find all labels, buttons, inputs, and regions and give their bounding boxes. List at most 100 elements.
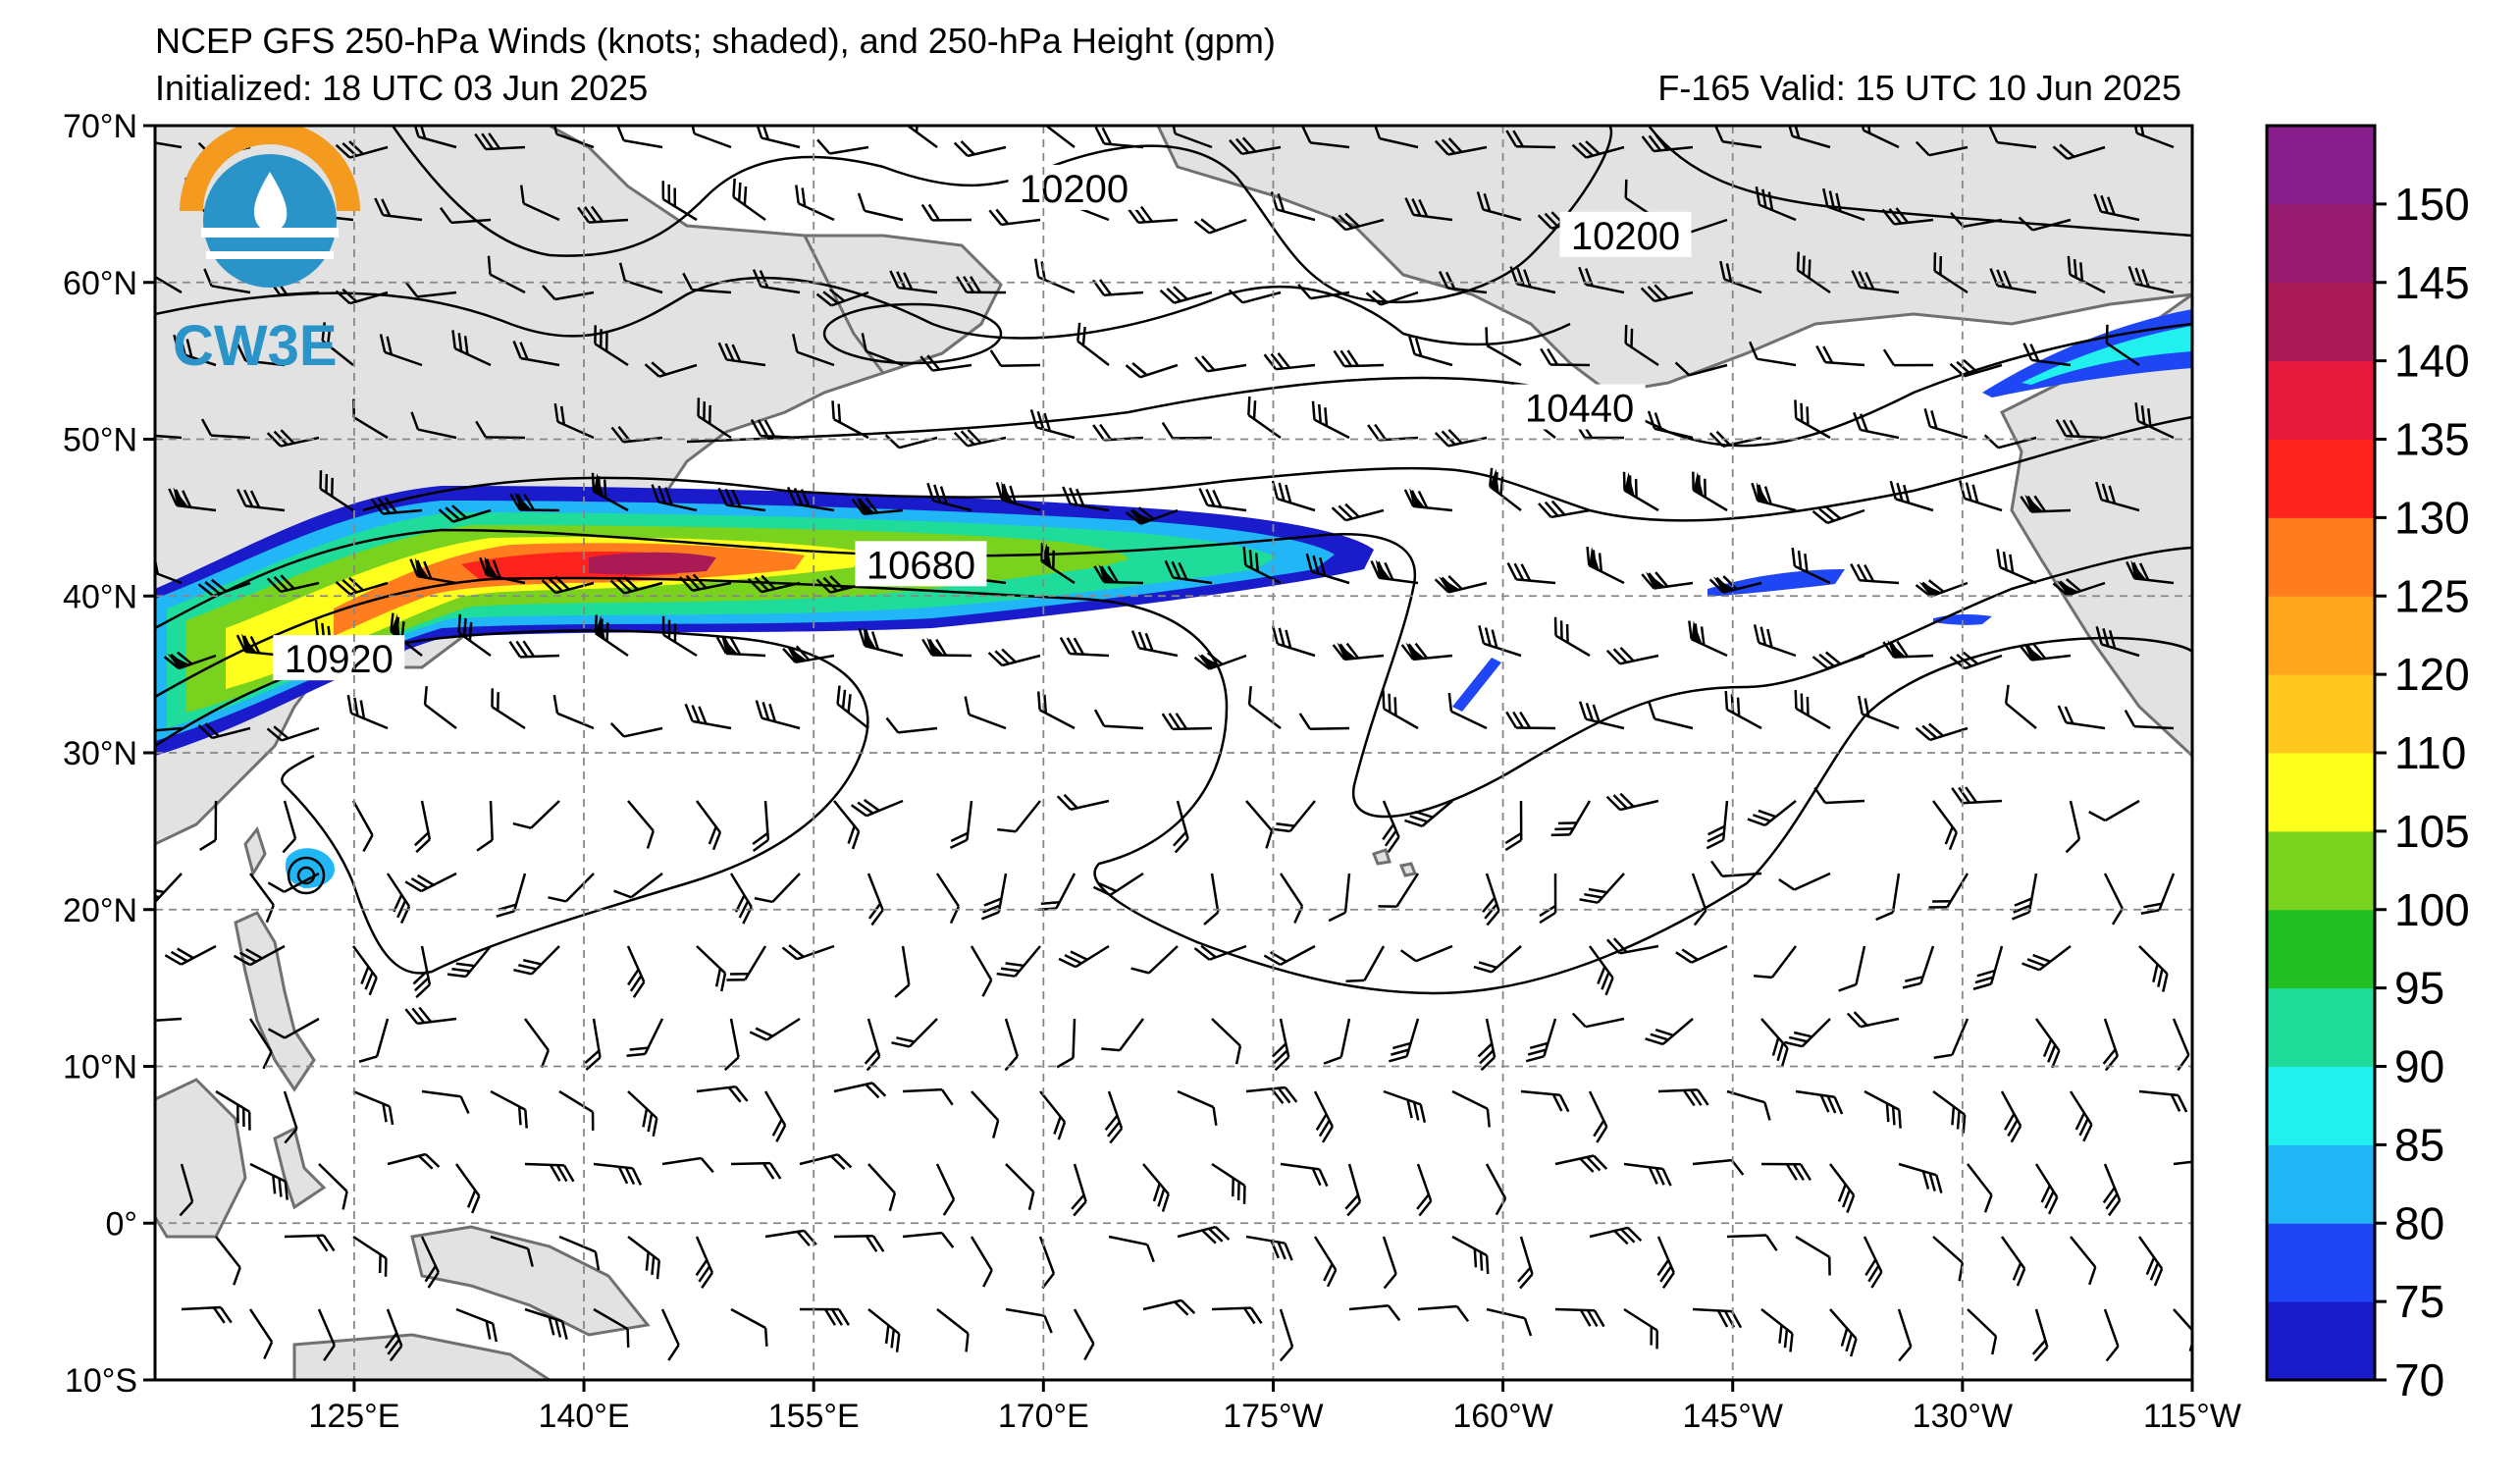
wind-barb-feather [451,330,456,349]
wind-barb-feather [1557,821,1577,825]
wind-barb-feather [594,325,597,344]
wind-barb-shaft [661,1156,702,1166]
wind-barb-shaft [1795,1235,1830,1258]
wind-barb-feather [714,968,722,987]
wind-barb-feather [2079,262,2084,282]
wind-barb-feather [2047,1196,2059,1215]
wind-barb-feather [1751,482,1759,502]
wind-barb-feather [1346,349,1360,367]
wind-barb-feather [1056,795,1072,811]
wind-barb-feather [1710,860,1724,877]
wind-barb-feather [1706,831,1725,843]
wind-barb-shaft [1279,1308,1294,1348]
wind-barb-feather [1092,885,1112,896]
wind-barb-feather [411,126,420,137]
wind-barb-feather [1203,911,1220,926]
wind-barb [1875,873,1901,922]
wind-barb [1092,872,1144,896]
wind-barb-feather [1605,649,1621,665]
wind-barb-shaft [1175,132,1213,149]
wind-barb-feather [1650,1326,1654,1346]
wind-barb-feather [2100,194,2109,214]
wind-barb [2070,1236,2097,1286]
wind-barb [1125,362,1179,379]
wind-barb-feather [761,574,776,590]
wind-barb-feather [1601,972,1610,990]
wind-barb [1967,1308,1998,1355]
wind-barb [1853,411,1900,440]
wind-barb-feather [965,1333,970,1352]
wind-barb [1305,553,1350,585]
wind-barb [850,798,904,818]
wind-barb [715,635,766,658]
wind-barb-feather [661,181,665,200]
wind-barb-feather [732,178,736,197]
wind-barb-feather [173,334,181,353]
wind-barb-shaft [1042,126,1076,148]
wind-barb [155,1017,183,1023]
wind-barb-feather [1792,1163,1805,1181]
wind-barb-feather [1791,547,1797,566]
wind-barb-feather [1902,484,1911,503]
wind-barb [1416,1163,1433,1217]
wind-barb-feather [1389,1055,1407,1063]
wind-barb [387,1152,441,1170]
wind-barb [1104,1090,1124,1144]
wind-barb-feather [1867,1265,1880,1283]
colorbar-segment [2267,596,2375,675]
wind-barb-feather [651,1255,656,1275]
wind-barb-feather [763,419,776,438]
wind-barb [1211,1306,1263,1325]
wind-barb-feather [1040,900,1060,905]
wind-barb-feather [136,891,155,909]
colorbar-segment [2267,909,2375,989]
wind-barb-feather [895,1333,901,1352]
wind-barb-feather [1271,1042,1287,1058]
wind-barb-feather [1547,347,1559,366]
wind-barb-feather [1648,701,1656,719]
wind-barb [421,1089,470,1114]
wind-barb-feather [2014,897,2032,907]
wind-barb [1059,636,1110,658]
wind-barb-feather [1208,1227,1224,1243]
wind-barb-feather [1923,408,1931,427]
wind-barb-shaft [155,567,183,585]
wind-barb-feather [1104,1114,1119,1132]
wind-barb [1142,1298,1196,1316]
wind-barb-feather [1172,830,1187,847]
wind-barb-shaft [1928,145,1969,157]
wind-barb-feather [1434,431,1449,448]
wind-barb [754,873,801,904]
wind-barb-feather [1858,271,1868,290]
wind-barb-feather [836,1153,853,1169]
wind-barb-feather [1263,954,1282,966]
wind-barb-feather [1101,127,1113,145]
wind-barb-feather [1248,550,1253,569]
wind-barb-feather [1715,430,1731,447]
wind-barb-feather [1181,1298,1196,1315]
wind-barb-feather [1811,656,1828,669]
wind-barb-feather [1315,1113,1328,1132]
wind-barb-feather [823,1308,837,1326]
wind-barb [1857,695,1900,730]
wind-barb-feather [2206,1159,2218,1176]
wind-barb-feather [1035,105,1053,124]
wind-barb-feather [1384,561,1394,581]
wind-barb-feather [2042,1038,2053,1058]
wind-barb [1760,1018,1789,1067]
wind-barb [1829,1308,1858,1357]
wind-barb-shaft [1486,344,1522,367]
wind-barb-shaft [1038,1236,1056,1274]
wind-barb-feather [1484,903,1498,920]
wind-barb-feather [1896,640,1910,658]
wind-barb [283,1090,298,1144]
wind-barb [584,1018,602,1071]
wind-barb-feather [1956,360,1972,376]
wind-barb-feather [1001,648,1017,663]
wind-barb-feather [871,1082,887,1097]
land-masses [155,126,2192,1380]
wind-barb-feather [177,947,194,960]
wind-barb-feather [2004,684,2010,704]
wind-barb-feather [1441,430,1456,446]
wind-barb-feather [682,272,694,291]
